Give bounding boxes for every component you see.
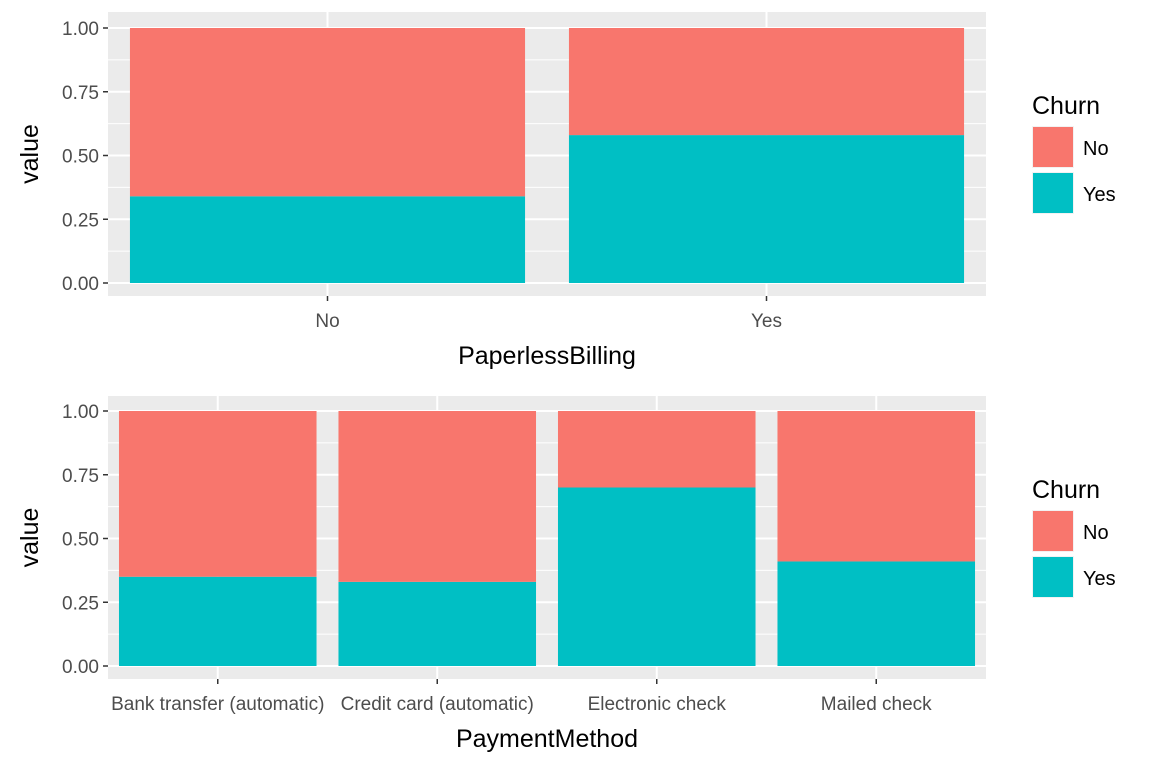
- bar-yes-2: [568, 135, 965, 283]
- x-tick-label: Bank transfer (automatic): [111, 694, 324, 715]
- y-tick-label: 0.75: [62, 83, 99, 104]
- y-tick-label: 0.50: [62, 147, 99, 168]
- y-tick-label: 1.00: [62, 19, 99, 40]
- legend-swatch-no: [1033, 127, 1073, 167]
- legend-title: Churn: [1032, 476, 1100, 504]
- y-tick-label: 0.00: [62, 274, 99, 295]
- y-tick-label: 0.25: [62, 593, 99, 614]
- y-tick-label: 1.00: [62, 402, 99, 423]
- y-tick-label: 0.50: [62, 530, 99, 551]
- x-tick-label: Electronic check: [588, 694, 727, 715]
- legend-swatch-yes: [1033, 173, 1073, 213]
- bar-no-2: [568, 28, 965, 136]
- bar-no-3: [557, 411, 756, 488]
- y-tick-label: 0.75: [62, 466, 99, 487]
- bar-yes-3: [557, 487, 756, 666]
- bar-yes-1: [129, 196, 526, 283]
- chart-panel-1: 0.00 0.25 0.50 0.75 1.00 No Yes PaperlessBillin…: [16, 12, 1116, 370]
- legend-label-yes: Yes: [1083, 184, 1116, 206]
- legend-swatch-yes: [1033, 557, 1073, 597]
- y-tick-label: 0.25: [62, 210, 99, 231]
- x-tick-label: Mailed check: [821, 694, 932, 715]
- x-tick-label: Yes: [751, 311, 782, 332]
- legend-label-no: No: [1083, 522, 1109, 544]
- bar-no-1: [129, 28, 526, 197]
- legend-swatch-no: [1033, 511, 1073, 551]
- legend-title: Churn: [1032, 92, 1100, 120]
- y-axis-title: value: [16, 124, 44, 184]
- x-axis-title: PaymentMethod: [456, 725, 638, 753]
- chart-panel-2: 0.00 0.25 0.50 0.75 1.00 Bank transfer (autom…: [16, 396, 1116, 753]
- bar-yes-2: [338, 581, 537, 666]
- x-tick-label: No: [315, 311, 339, 332]
- legend-label-yes: Yes: [1083, 568, 1116, 590]
- legend: Churn No Yes: [1032, 92, 1116, 214]
- legend-label-no: No: [1083, 138, 1109, 160]
- bar-no-4: [777, 411, 976, 562]
- bar-yes-1: [118, 576, 317, 666]
- y-axis-title: value: [16, 508, 44, 568]
- x-axis-title: PaperlessBilling: [458, 342, 636, 370]
- bar-no-2: [338, 411, 537, 582]
- legend: Churn No Yes: [1032, 476, 1116, 598]
- y-tick-label: 0.00: [62, 657, 99, 678]
- bar-no-1: [118, 411, 317, 577]
- bar-yes-4: [777, 561, 976, 666]
- x-tick-label: Credit card (automatic): [341, 694, 534, 715]
